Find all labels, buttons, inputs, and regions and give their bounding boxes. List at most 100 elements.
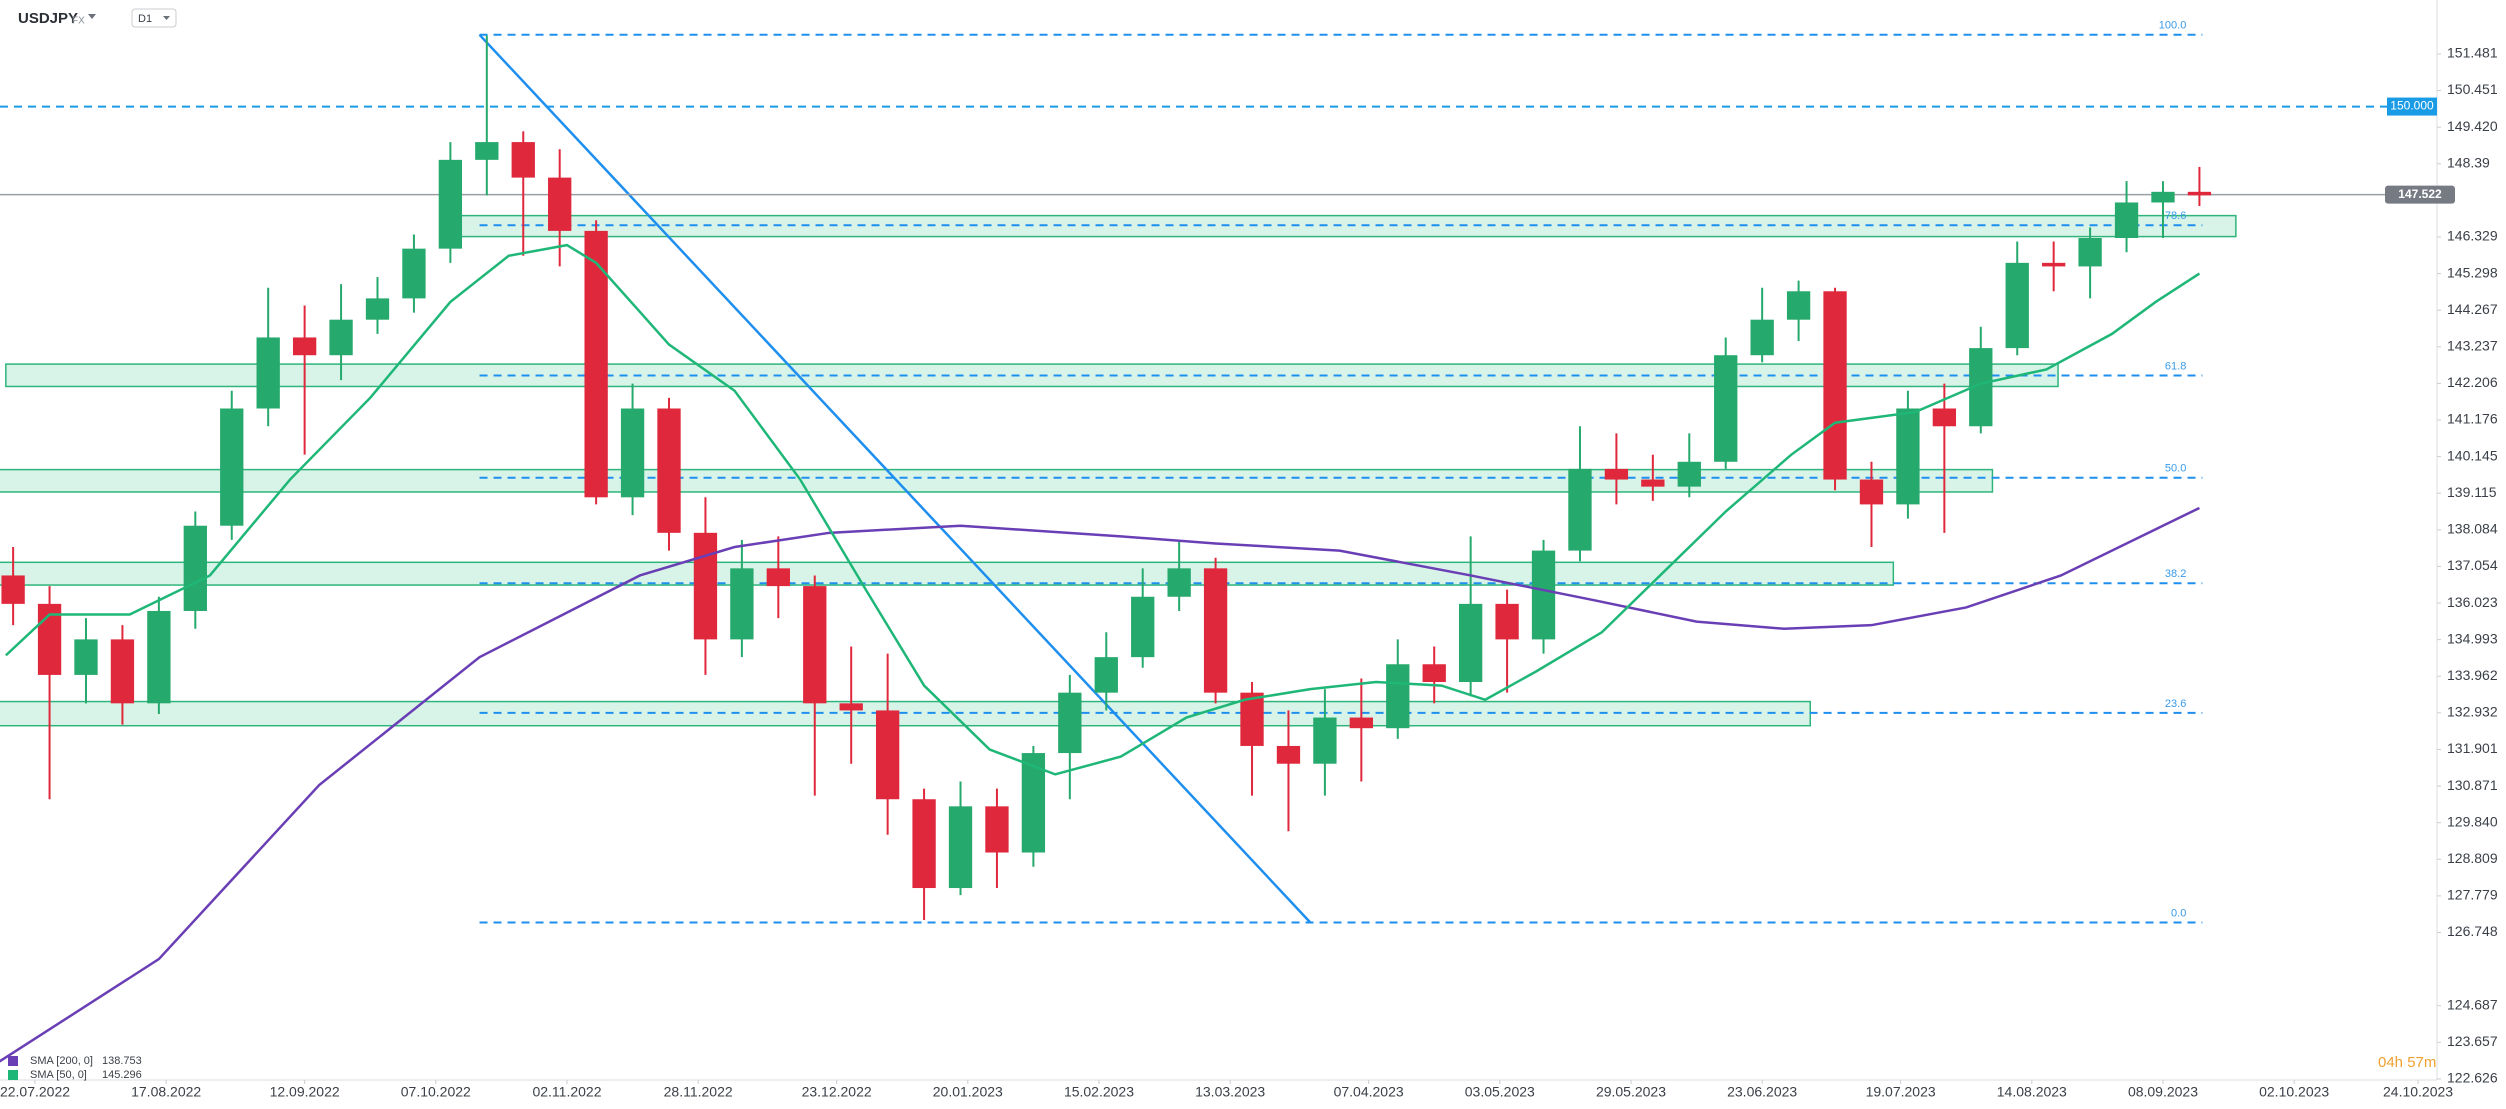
x-tick-label: 17.08.2022 (131, 1084, 201, 1100)
candle-body (329, 319, 353, 356)
sma-line (4, 243, 2201, 776)
candle-body (1021, 753, 1046, 853)
y-tick-label: 128.809 (2447, 850, 2498, 866)
x-tick-label: 23.12.2022 (802, 1084, 872, 1100)
candle-body (1313, 717, 1337, 764)
candle-body (220, 408, 244, 526)
candle-body (766, 568, 790, 587)
legend-name: SMA [200, 0] (30, 1055, 93, 1067)
x-tick-label: 22.07.2022 (0, 1084, 70, 1100)
y-tick-label: 144.267 (2447, 301, 2498, 317)
candle-body (1495, 603, 1519, 640)
legend-swatch (8, 1056, 18, 1066)
candle-body (1641, 479, 1665, 487)
x-tick-label: 24.10.2023 (2383, 1084, 2453, 1100)
candle-body (620, 408, 645, 498)
candle-body (1786, 291, 1811, 320)
candle-body (1240, 692, 1264, 746)
market: FX (72, 16, 85, 27)
candle-body (2151, 191, 2175, 203)
y-tick-label: 145.298 (2447, 264, 2498, 280)
fib-level-label: 78.6 (2165, 210, 2186, 222)
y-tick-label: 122.626 (2447, 1070, 2498, 1086)
candle-body (1750, 319, 1774, 356)
candle-body (875, 710, 900, 800)
x-tick-label: 12.09.2022 (270, 1084, 340, 1100)
candle-body (1094, 657, 1118, 693)
symbol-dropdown[interactable] (88, 14, 96, 19)
y-tick-label: 146.329 (2447, 228, 2498, 244)
y-tick-label: 139.115 (2447, 484, 2497, 500)
candle-body (1, 575, 25, 604)
candle-body (548, 177, 572, 231)
y-tick-label: 132.932 (2447, 704, 2498, 720)
candle-body (1349, 717, 1373, 729)
y-tick-label: 124.687 (2447, 996, 2498, 1012)
candle-body (110, 639, 135, 704)
x-tick-label: 14.08.2023 (1997, 1084, 2067, 1100)
y-tick-label: 151.481 (2447, 45, 2498, 61)
y-tick-label: 136.023 (2447, 594, 2498, 610)
candle-body (1167, 568, 1191, 597)
candle-body (438, 159, 463, 249)
current-price-label: 147.522 (2398, 187, 2442, 201)
symbol[interactable]: USDJPY (18, 10, 78, 27)
candle-body (1677, 461, 1701, 487)
x-tick-label: 20.01.2023 (933, 1084, 1003, 1100)
x-tick-label: 28.11.2022 (664, 1084, 733, 1100)
candle-body (2005, 262, 2029, 349)
candle-body (693, 532, 718, 640)
trendline (478, 33, 1312, 924)
fib-level-label: 38.2 (2165, 568, 2186, 580)
candle-body (1859, 479, 1884, 505)
fib-level-label: 0.0 (2171, 907, 2186, 919)
alert-level-label: 150.000 (2390, 99, 2434, 113)
candle-body (1604, 468, 1629, 480)
fib-level-label: 61.8 (2165, 360, 2186, 372)
legend-value: 145.296 (102, 1069, 142, 1081)
x-tick-label: 07.10.2022 (401, 1084, 471, 1100)
x-tick-label: 23.06.2023 (1727, 1084, 1797, 1100)
x-tick-label: 15.02.2023 (1064, 1084, 1134, 1100)
current-price-box (2385, 185, 2455, 204)
interval[interactable]: D1 (138, 13, 152, 25)
candle-body (584, 230, 608, 498)
candle-countdown: 04h 57m (2378, 1054, 2436, 1071)
candle-body (2114, 202, 2139, 238)
y-tick-label: 127.779 (2447, 887, 2498, 903)
candle-body (657, 408, 681, 533)
candle-body (292, 337, 317, 356)
candle-body (1422, 664, 1446, 683)
y-tick-label: 143.237 (2447, 338, 2498, 354)
x-tick-label: 02.11.2022 (532, 1084, 601, 1100)
candle-body (1276, 745, 1301, 764)
candle-body (1386, 664, 1410, 729)
fib-level-label: 100.0 (2159, 20, 2187, 32)
legend-name: SMA [50, 0] (30, 1069, 87, 1081)
candle-body (1131, 596, 1155, 658)
x-tick-label: 07.04.2023 (1334, 1084, 1404, 1100)
candle-body (511, 142, 535, 178)
legend-swatch (8, 1070, 18, 1080)
candle-body (730, 568, 754, 640)
y-tick-label: 141.176 (2447, 411, 2498, 427)
y-tick-label: 149.420 (2447, 118, 2498, 134)
y-tick-label: 148.39 (2447, 154, 2490, 170)
x-tick-label: 08.09.2023 (2128, 1084, 2198, 1100)
interval-dropdown[interactable] (163, 16, 170, 20)
candle-body (912, 799, 936, 889)
y-tick-label: 138.084 (2447, 521, 2498, 537)
candle-body (985, 806, 1009, 853)
x-tick-label: 29.05.2023 (1596, 1084, 1666, 1100)
x-tick-label: 19.07.2023 (1866, 1084, 1936, 1100)
candle-body (2042, 262, 2066, 267)
candle-body (365, 298, 390, 320)
interval-box[interactable] (131, 8, 177, 28)
y-tick-label: 126.748 (2447, 923, 2498, 939)
y-tick-label: 142.206 (2447, 374, 2498, 390)
y-tick-label: 150.451 (2447, 81, 2498, 97)
candle-body (1932, 408, 1957, 427)
candle-body (1568, 468, 1592, 551)
